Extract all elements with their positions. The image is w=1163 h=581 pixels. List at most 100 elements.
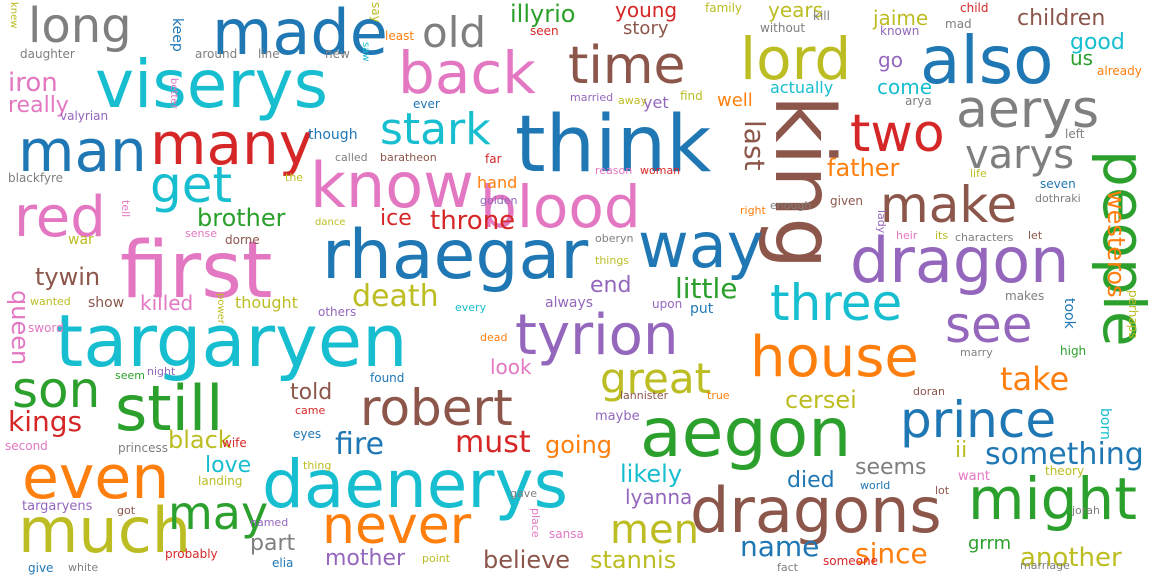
word-time: time [568, 36, 686, 96]
word-look: look [490, 355, 532, 379]
word-may: may [168, 486, 269, 540]
word-left: left [1065, 127, 1085, 141]
word-seen: seen [530, 24, 559, 38]
word-years: years [768, 0, 824, 22]
word-night: night [147, 365, 176, 378]
word-kings: kings [8, 405, 83, 438]
word-rhaegar: rhaegar [322, 216, 589, 295]
word-tywin: tywin [35, 263, 101, 291]
word-black: black [168, 426, 232, 454]
word-died: died [787, 468, 835, 493]
word-love: love [205, 453, 252, 478]
word-jaime: jaime [873, 6, 929, 30]
word-things: things [595, 254, 630, 267]
word-back: back [398, 39, 536, 107]
word-marriage: marriage [1020, 559, 1070, 572]
word-stannis: stannis [590, 546, 677, 574]
word-right: right [740, 204, 766, 217]
word-last: last [738, 120, 771, 171]
word-line: line [258, 47, 280, 61]
word-likely: likely [620, 460, 683, 488]
word-took: took [1061, 298, 1077, 329]
word-blackfyre: blackfyre [8, 171, 64, 185]
word-reason: reason [595, 164, 633, 177]
word-house: house [750, 325, 919, 390]
word-blood: blood [480, 173, 641, 241]
word-daenerys: daenerys [262, 446, 568, 523]
word-theory: theory [1045, 464, 1085, 478]
word-seven: seven [1040, 177, 1076, 191]
word-think: think [515, 100, 712, 190]
word-oberyn: oberyn [595, 232, 634, 245]
word-made: made [212, 0, 388, 69]
word-elia: elia [272, 556, 294, 570]
word-lot: lot [935, 484, 950, 497]
word-point: point [422, 552, 451, 565]
word-never: never [322, 496, 472, 556]
word-killed: killed [140, 291, 194, 315]
word-three: three [770, 274, 903, 332]
word-hand: hand [477, 173, 518, 192]
word-first: first [120, 226, 273, 316]
word-given: given [830, 194, 864, 208]
word-prince: prince [900, 391, 1057, 449]
word-since: since [855, 537, 928, 570]
word-make: make [880, 176, 1018, 234]
word-away: away [618, 94, 647, 107]
word-far: far [485, 152, 502, 166]
word-dead: dead [480, 331, 508, 344]
word-baratheon: baratheon [380, 151, 437, 164]
word-dragon: dragon [850, 224, 1070, 297]
word-place: place [529, 508, 542, 538]
word-seems: seems [855, 455, 927, 480]
word-ever: ever [413, 97, 440, 111]
word-go: go [878, 48, 903, 72]
word-another: another [1020, 543, 1122, 573]
word-long: long [28, 0, 132, 54]
word-born: born [1097, 408, 1113, 440]
word-iron: iron [8, 68, 58, 98]
word-lyanna: lyanna [625, 485, 693, 509]
word-believe: believe [483, 546, 571, 574]
word-well: well [717, 90, 753, 111]
word-fact: fact [777, 561, 798, 574]
word-heir: heir [896, 229, 918, 242]
word-aerys: aerys [956, 80, 1100, 140]
word-way: way [638, 209, 764, 282]
word-child: child [960, 1, 989, 15]
word-someone: someone [823, 554, 878, 568]
word-brother: brother [197, 204, 286, 232]
word-probably: probably [165, 547, 218, 561]
word-daughter: daughter [20, 47, 75, 61]
word-found: found [370, 371, 405, 385]
word-jorah: jorah [1072, 504, 1101, 517]
word-tell: tell [119, 200, 132, 218]
word-white: white [68, 561, 99, 574]
word-upon: upon [652, 297, 683, 311]
word-much: much [18, 494, 192, 567]
word-king: king [756, 95, 851, 270]
word-robert: robert [360, 379, 513, 437]
word-valyrian: valyrian [60, 109, 109, 123]
word-wanted: wanted [30, 295, 71, 308]
word-second: second [5, 439, 48, 453]
word-makes: makes [1005, 289, 1045, 303]
word-cersei: cersei [785, 386, 857, 414]
word-named: named [250, 516, 289, 529]
word-red: red [14, 185, 106, 250]
word-show: show [88, 295, 125, 311]
word-saw: saw [360, 42, 371, 62]
word-landing: landing [198, 474, 243, 488]
word-dorne: dorne [225, 233, 260, 247]
word-characters: characters [955, 231, 1014, 244]
word-sansa: sansa [549, 527, 584, 541]
word-thought: thought [235, 293, 298, 312]
word-also: also [920, 22, 1054, 99]
word-take: take [1000, 360, 1070, 398]
word-targaryens: targaryens [22, 499, 93, 514]
word-doran: doran [913, 385, 945, 398]
word-lannister: lannister [620, 389, 669, 402]
word-still: still [115, 372, 224, 445]
word-want: want [958, 469, 990, 484]
word-mother: mother [325, 546, 406, 571]
